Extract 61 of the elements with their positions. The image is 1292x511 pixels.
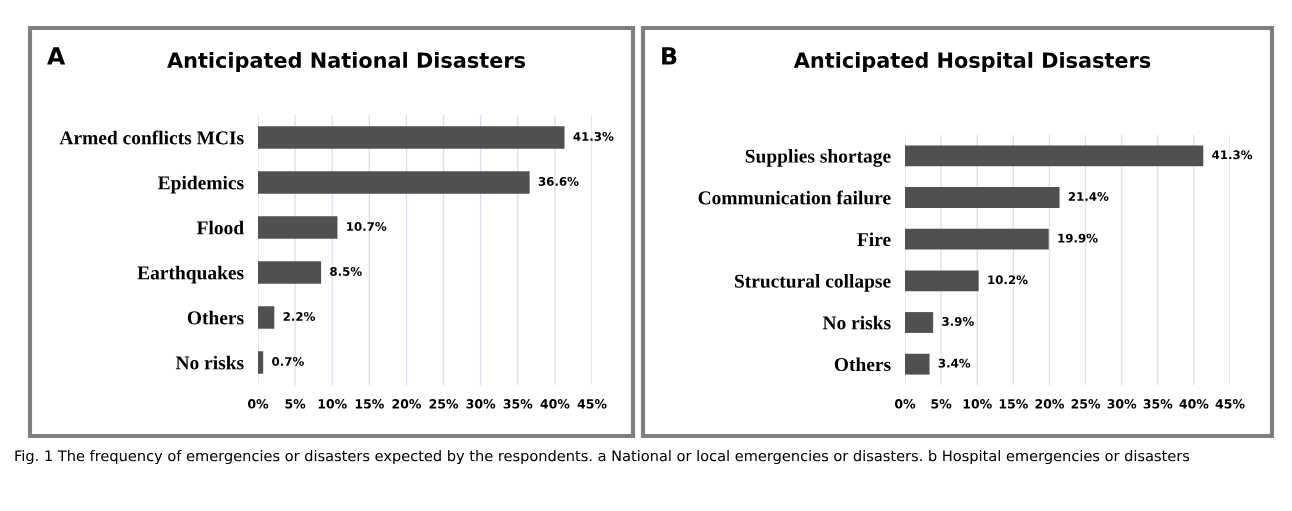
y-tick-label: Earthquakes	[137, 265, 244, 284]
x-tick-label: 10%	[963, 399, 992, 409]
y-tick-label: No risks	[175, 355, 244, 370]
bar	[258, 171, 530, 194]
x-tick-label: 25%	[429, 399, 459, 409]
bar	[905, 353, 930, 375]
bar	[258, 126, 565, 149]
data-label: 10.2%	[988, 275, 1028, 285]
data-label: 41.3%	[573, 132, 614, 141]
data-label: 0.7%	[272, 357, 304, 366]
chart-title: Anticipated Hospital Disasters	[793, 51, 1151, 73]
data-label: 36.6%	[538, 177, 579, 186]
y-tick-label: Armed conflicts MCIs	[59, 130, 244, 145]
data-label: 8.5%	[330, 267, 362, 276]
y-tick-label: No risks	[822, 315, 891, 330]
x-tick-label: 30%	[1107, 399, 1137, 409]
x-tick-label: 15%	[355, 399, 384, 409]
y-tick-label: Others	[834, 357, 891, 372]
y-tick-label: Structural collapse	[734, 274, 891, 292]
x-tick-label: 5%	[285, 399, 306, 409]
x-tick-label: 5%	[931, 399, 952, 409]
x-tick-label: 40%	[1179, 399, 1209, 409]
x-tick-label: 45%	[1215, 399, 1245, 409]
data-label: 21.4%	[1068, 192, 1109, 201]
bar	[258, 216, 338, 239]
y-tick-label: Communication failure	[698, 190, 891, 205]
caption: Fig. 1 The frequency of emergencies or disasters expected by the respondents. a National or local emergencies or disasters. b Hospital emergencies or disasters	[15, 450, 1190, 465]
x-tick-label: 20%	[1035, 399, 1065, 409]
text: B	[662, 47, 677, 65]
x-tick-label: 20%	[392, 399, 422, 409]
y-tick-label: Epidemics	[158, 175, 244, 194]
y-tick-label: Supplies shortage	[745, 149, 891, 167]
x-tick-label: 0%	[894, 399, 916, 409]
bar	[258, 351, 264, 374]
chart-title: Anticipated National Disasters	[167, 51, 526, 73]
data-label: 2.2%	[283, 312, 316, 321]
x-tick-label: 45%	[577, 399, 607, 409]
data-label: 19.9%	[1058, 233, 1098, 243]
x-tick-label: 35%	[503, 399, 533, 409]
bar	[905, 187, 1060, 208]
x-tick-label: 25%	[1071, 399, 1101, 409]
y-tick-label: Others	[187, 310, 244, 325]
data-label: 3.9%	[942, 317, 974, 326]
bar	[905, 145, 1204, 167]
bar	[905, 228, 1049, 250]
x-tick-label: 15%	[999, 399, 1028, 409]
bar	[905, 270, 979, 292]
data-label: 10.7%	[347, 222, 387, 231]
y-tick-label: Fire	[857, 232, 891, 247]
bar	[258, 306, 275, 329]
text: A	[47, 47, 66, 65]
bar	[905, 312, 934, 333]
y-tick-label: Flood	[196, 220, 244, 235]
x-tick-label: 0%	[247, 399, 269, 409]
x-tick-label: 10%	[318, 399, 347, 409]
x-tick-label: 40%	[540, 399, 570, 409]
x-tick-label: 35%	[1143, 399, 1173, 409]
data-label: 3.4%	[938, 358, 971, 368]
x-tick-label: 30%	[466, 399, 496, 409]
bar	[258, 261, 322, 284]
data-label: 41.3%	[1212, 150, 1253, 160]
